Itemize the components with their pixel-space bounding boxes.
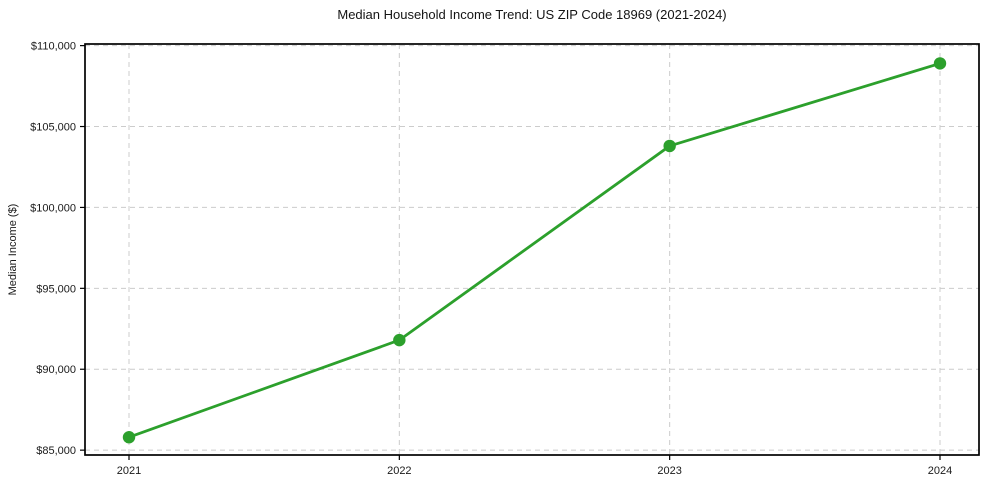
- y-tick-label: $95,000: [36, 283, 76, 295]
- y-tick-label: $90,000: [36, 364, 76, 376]
- x-tick-label: 2021: [117, 465, 141, 477]
- data-point-2023: [663, 139, 676, 153]
- y-tick-label: $110,000: [31, 41, 76, 53]
- data-point-2021: [122, 431, 136, 444]
- y-tick-label: $105,000: [30, 122, 76, 134]
- x-tick-label: 2022: [387, 465, 411, 477]
- data-point-2022: [393, 333, 406, 347]
- y-tick-label: $100,000: [30, 202, 76, 214]
- y-axis-label: Median Income ($): [7, 204, 19, 296]
- chart-title: Median Household Income Trend: US ZIP Co…: [337, 7, 727, 22]
- data-point-2024: [933, 57, 947, 70]
- x-tick-label: 2023: [657, 465, 681, 477]
- trend-line: [128, 62, 941, 439]
- y-tick-label: $85,000: [36, 445, 76, 457]
- x-tick-label: 2024: [928, 465, 952, 477]
- plot-border: [84, 43, 980, 456]
